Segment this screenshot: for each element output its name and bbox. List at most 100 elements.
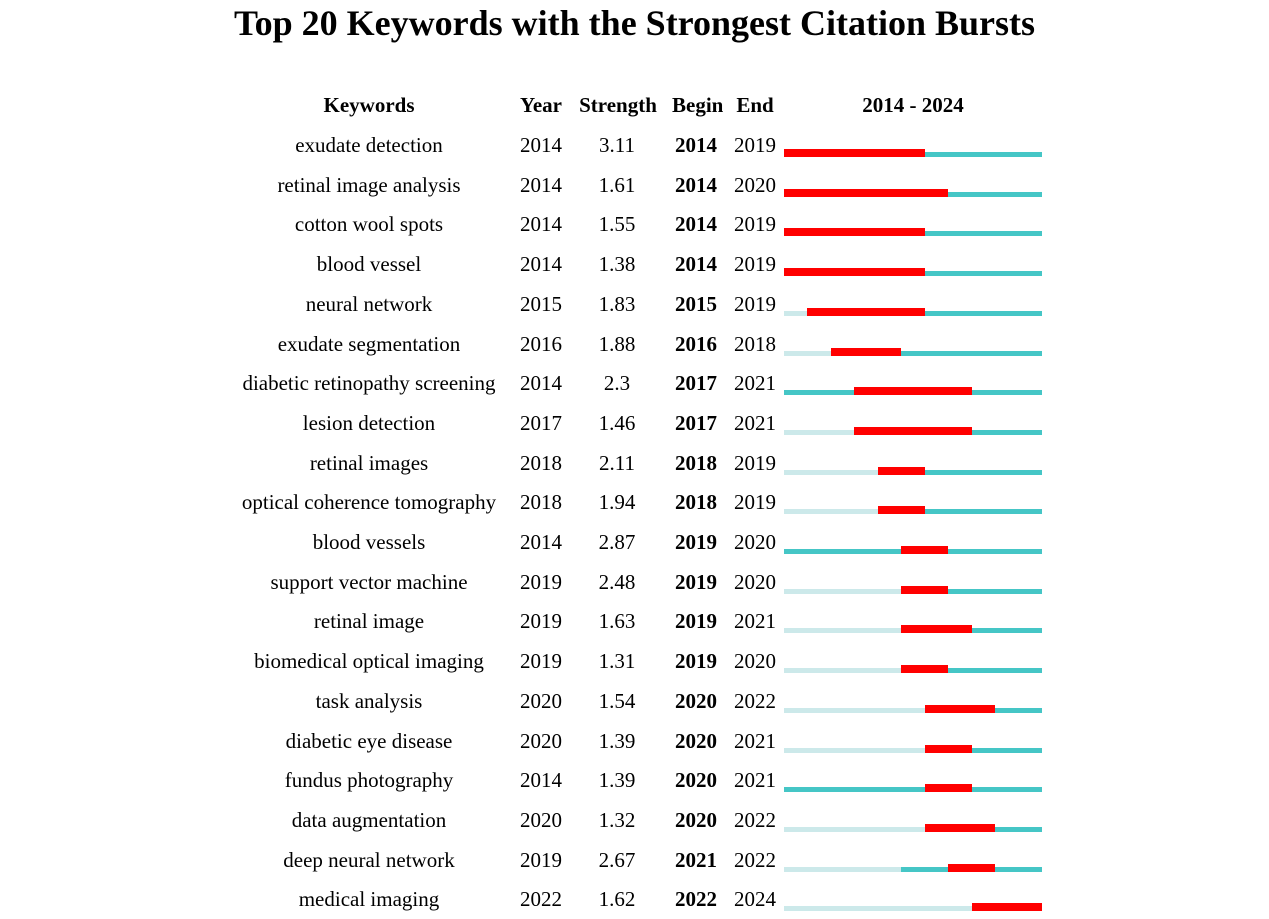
cell-year: 2014 [520, 212, 562, 237]
burst-bar [854, 426, 972, 435]
burst-bar [924, 744, 972, 753]
header-end: End [736, 93, 774, 117]
cell-keyword: lesion detection [302, 410, 436, 435]
cell-end: 2021 [734, 768, 776, 793]
cell-end: 2024 [734, 887, 776, 912]
cell-year: 2020 [520, 688, 562, 713]
cell-strength: 1.32 [598, 807, 636, 832]
cell-begin: 2014 [675, 133, 717, 157]
timeline-inactive [784, 707, 925, 713]
cell-keyword: exudate segmentation [277, 331, 461, 356]
timeline-inactive [784, 310, 808, 316]
cell-end: 2021 [734, 609, 776, 634]
cell-keyword: neural network [305, 291, 433, 316]
cell-begin: 2018 [675, 490, 717, 515]
cell-begin: 2019 [675, 609, 717, 634]
cell-year: 2020 [520, 728, 562, 753]
cell-begin: 2016 [675, 331, 717, 356]
cell-year: 2015 [520, 291, 562, 316]
cell-strength: 2.3 [603, 371, 631, 396]
timeline-inactive [784, 509, 878, 515]
burst-bar [784, 228, 925, 237]
chart-title: Top 20 Keywords with the Strongest Citat… [233, 3, 1036, 43]
cell-end: 2020 [734, 649, 776, 674]
cell-strength: 1.63 [598, 609, 636, 634]
cell-strength: 1.31 [598, 649, 636, 674]
timeline-active [830, 350, 1042, 356]
timeline-active [901, 668, 1042, 674]
cell-strength: 2.11 [599, 450, 635, 475]
timeline-inactive [784, 668, 902, 674]
cell-year: 2014 [520, 768, 562, 793]
cell-begin: 2014 [675, 252, 717, 277]
cell-keyword: support vector machine [270, 569, 468, 594]
cell-year: 2016 [520, 331, 562, 356]
burst-bar [924, 823, 996, 832]
cell-end: 2021 [734, 371, 776, 396]
header-year: Year [520, 93, 562, 117]
cell-end: 2020 [734, 172, 776, 197]
cell-begin: 2019 [675, 530, 717, 554]
burst-bar [877, 466, 925, 475]
cell-keyword: retinal images [309, 450, 429, 475]
cell-end: 2021 [734, 410, 776, 435]
timeline-active [784, 787, 1042, 793]
timeline-inactive [784, 906, 972, 912]
cell-end: 2022 [734, 807, 776, 832]
burst-bar [830, 347, 902, 356]
cell-year: 2017 [520, 410, 562, 435]
burst-bar [971, 903, 1042, 912]
cell-strength: 1.83 [598, 291, 636, 316]
timeline-inactive [784, 747, 925, 753]
cell-end: 2019 [734, 133, 776, 157]
timeline-active [924, 747, 1042, 753]
cell-keyword: retinal image analysis [277, 172, 461, 197]
cell-end: 2019 [734, 490, 776, 515]
cell-keyword: biomedical optical imaging [254, 649, 484, 674]
burst-bar [784, 149, 925, 157]
cell-strength: 1.38 [598, 252, 636, 277]
cell-year: 2019 [520, 847, 562, 872]
cell-strength: 3.11 [599, 133, 635, 157]
cell-keyword: optical coherence tomography [241, 490, 497, 515]
cell-begin: 2020 [675, 728, 717, 753]
cell-year: 2019 [520, 649, 562, 674]
cell-strength: 1.39 [598, 768, 636, 793]
cell-strength: 2.48 [598, 569, 636, 594]
cell-year: 2019 [520, 609, 562, 634]
timeline-inactive [784, 350, 831, 356]
burst-bar [901, 665, 949, 674]
cell-keyword: deep neural network [283, 847, 455, 872]
cell-end: 2022 [734, 688, 776, 713]
timeline-active [901, 588, 1042, 594]
cell-begin: 2020 [675, 688, 717, 713]
timeline-inactive [784, 628, 902, 634]
cell-end: 2021 [734, 728, 776, 753]
timeline-active [807, 310, 1042, 316]
header-strength: Strength [579, 93, 657, 117]
header-keywords: Keywords [323, 93, 415, 117]
cell-year: 2014 [520, 252, 562, 277]
timeline-active [877, 509, 1042, 515]
cell-strength: 1.88 [598, 331, 636, 356]
cell-begin: 2017 [675, 371, 717, 396]
timeline-inactive [784, 429, 855, 435]
cell-year: 2018 [520, 450, 562, 475]
cell-strength: 1.39 [598, 728, 636, 753]
burst-bar [784, 268, 925, 277]
timeline-inactive [784, 588, 902, 594]
cell-keyword: data augmentation [291, 807, 447, 832]
cell-begin: 2019 [675, 569, 717, 594]
cell-strength: 1.62 [598, 887, 636, 912]
cell-keyword: exudate detection [295, 133, 443, 157]
cell-begin: 2018 [675, 450, 717, 475]
timeline-inactive [784, 866, 902, 872]
cell-begin: 2014 [675, 172, 717, 197]
timeline-inactive [784, 826, 925, 832]
cell-keyword: cotton wool spots [294, 212, 444, 237]
burst-bar [784, 188, 949, 197]
cell-year: 2014 [520, 172, 562, 197]
cell-year: 2014 [520, 133, 562, 157]
cell-year: 2014 [520, 530, 562, 554]
burst-bar [877, 506, 925, 515]
